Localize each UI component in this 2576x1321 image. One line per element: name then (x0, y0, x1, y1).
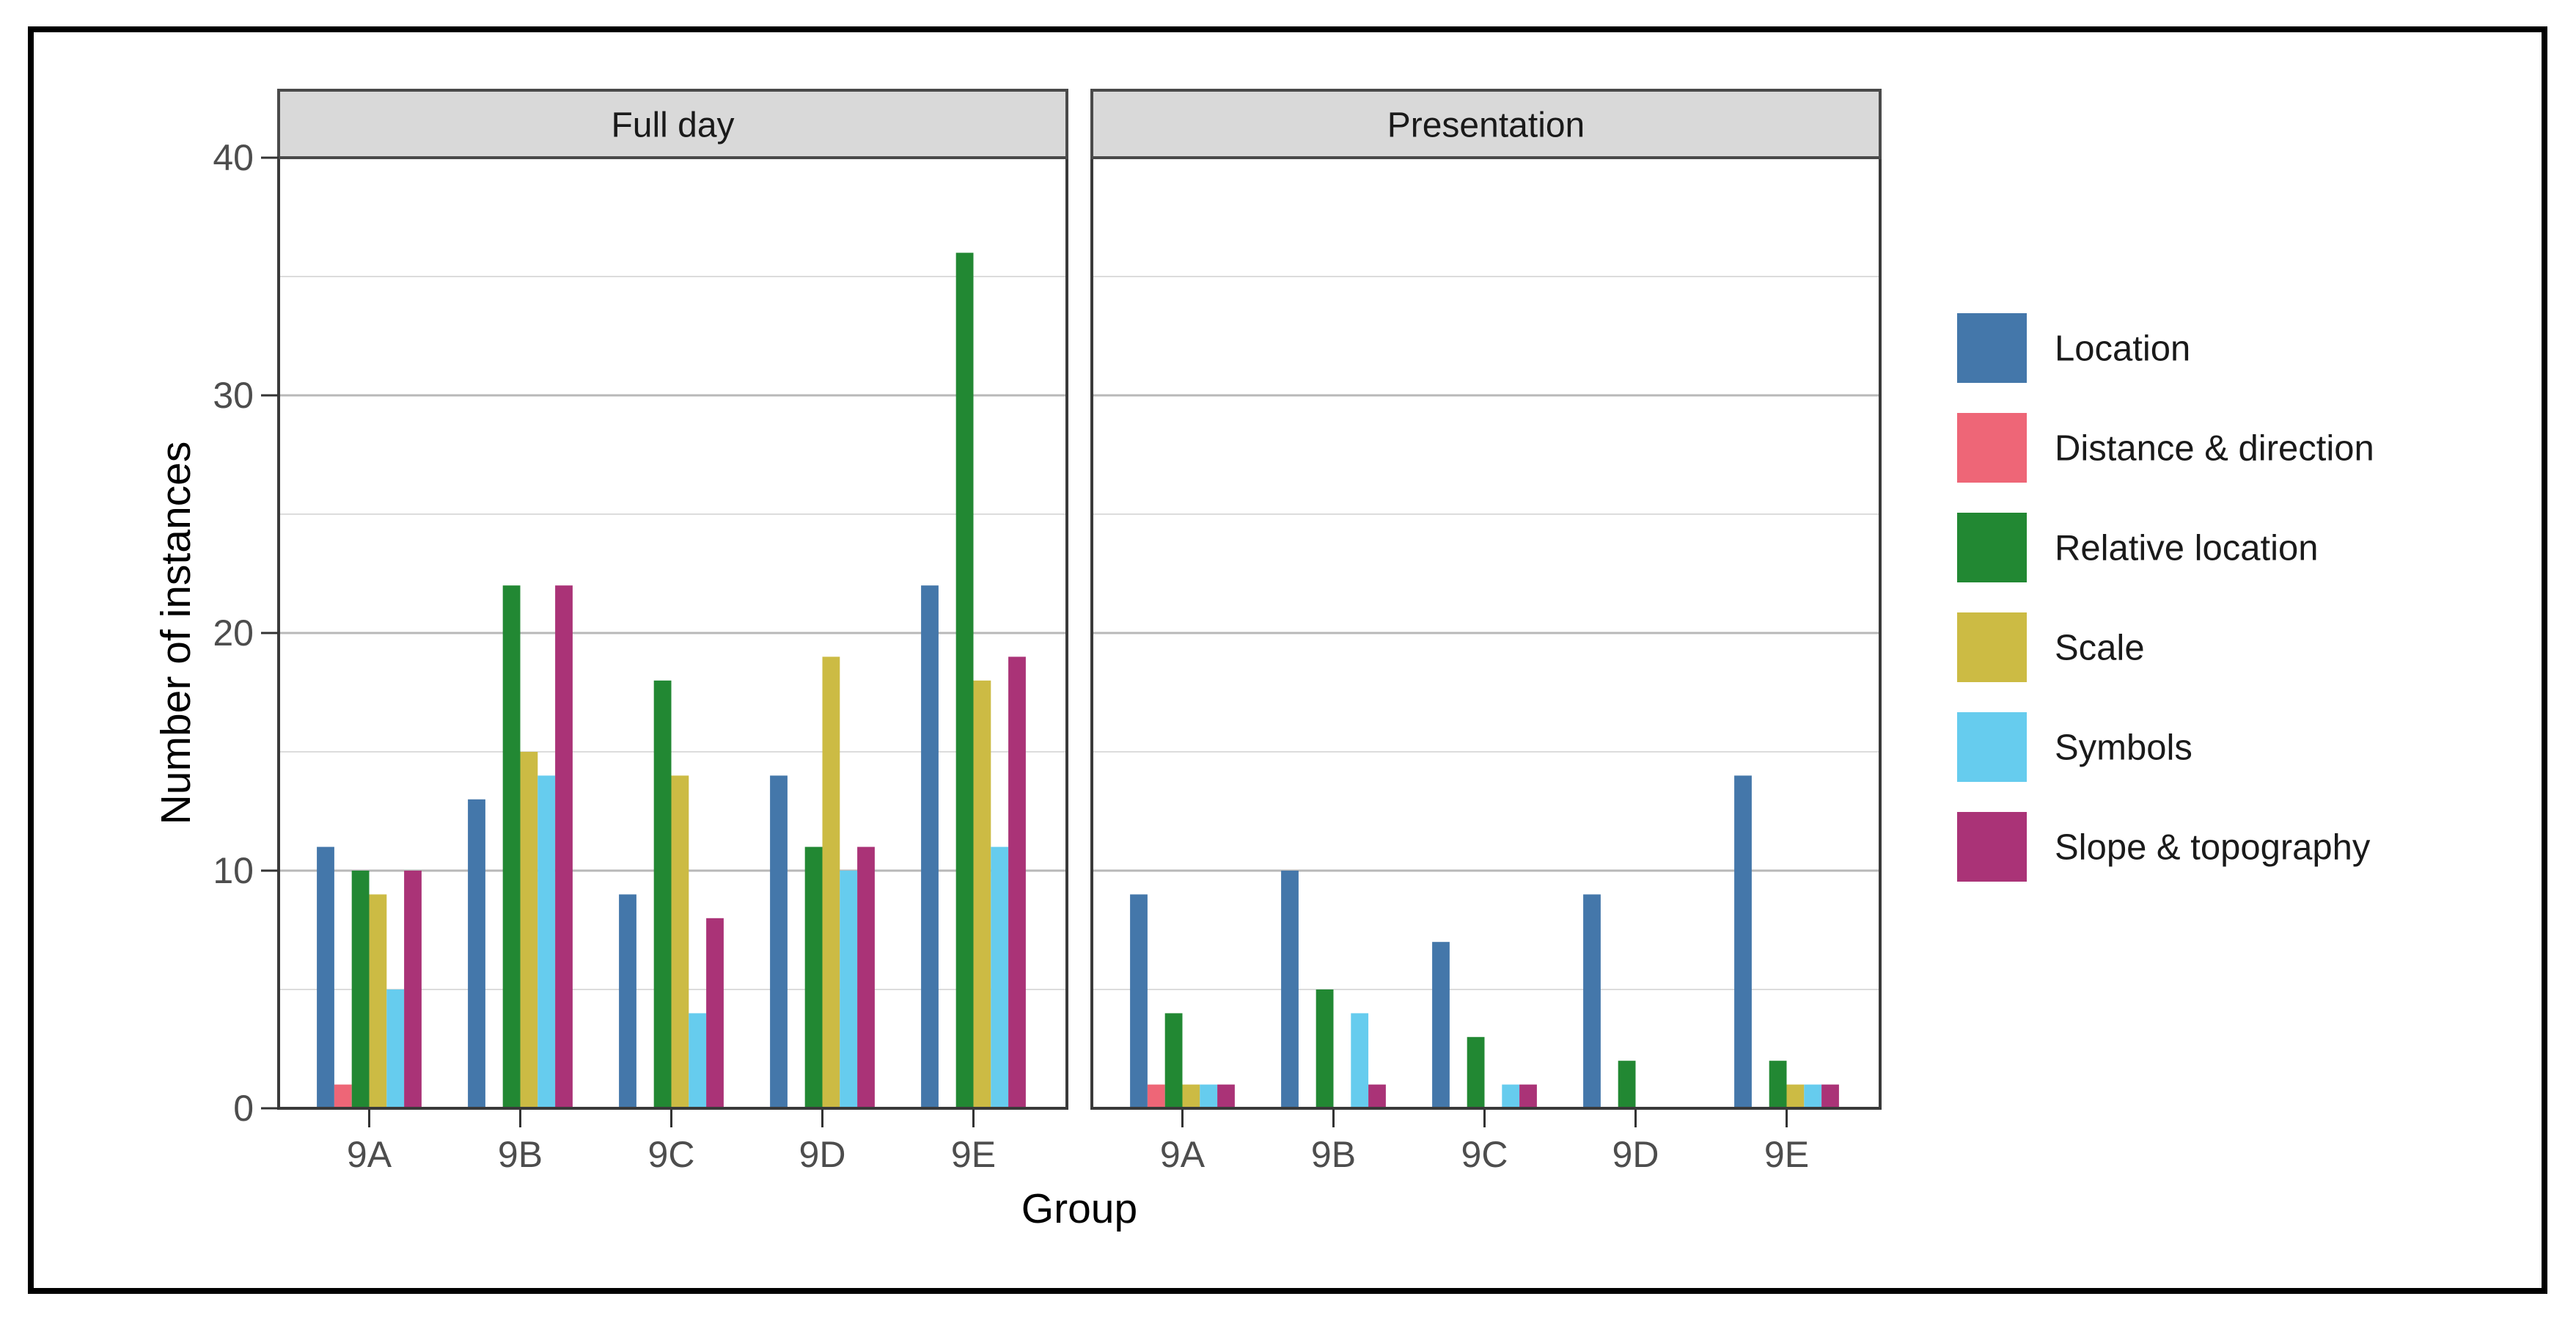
bar (857, 846, 875, 1108)
bar (1786, 1084, 1805, 1108)
bar (1351, 1013, 1369, 1108)
bar (404, 871, 422, 1108)
legend-label: Scale (2055, 629, 2145, 668)
bar (1432, 942, 1450, 1108)
y-tick-label: 0 (233, 1088, 254, 1129)
bar (1618, 1061, 1636, 1108)
bar (840, 871, 858, 1108)
bar (1281, 871, 1299, 1108)
bar (1217, 1084, 1235, 1108)
bar (804, 846, 823, 1108)
facet-title: Presentation (1387, 106, 1585, 145)
legend-swatch (1957, 612, 2027, 682)
legend-swatch (1957, 712, 2027, 782)
facet-strip (277, 89, 1068, 159)
bar (706, 918, 724, 1108)
bar (1519, 1084, 1537, 1108)
legend-swatch (1957, 313, 2027, 383)
bar (1164, 1013, 1183, 1108)
bar (1769, 1061, 1787, 1108)
legend-label: Slope & topography (2055, 828, 2371, 868)
bar (351, 871, 370, 1108)
x-tick-label: 9D (799, 1134, 846, 1175)
bar (921, 585, 939, 1108)
bar (689, 1013, 707, 1108)
legend-swatch (1957, 513, 2027, 582)
bar (1734, 775, 1752, 1108)
x-tick-label: 9A (347, 1134, 392, 1175)
bar (770, 775, 788, 1108)
legend-label: Location (2055, 329, 2190, 369)
bar (955, 252, 974, 1109)
bar (555, 585, 573, 1108)
bar (1147, 1084, 1165, 1108)
x-tick-label: 9B (1311, 1134, 1356, 1175)
y-axis-title: Number of instances (153, 442, 199, 825)
x-axis-title: Group (1021, 1185, 1137, 1232)
facet-title: Full day (611, 106, 734, 145)
x-tick-label: 9E (951, 1134, 996, 1175)
legend-label: Relative location (2055, 529, 2319, 568)
bar (369, 894, 387, 1108)
bar (537, 775, 556, 1108)
bar (520, 752, 538, 1108)
bar (1200, 1084, 1218, 1108)
bar (1130, 894, 1148, 1108)
x-tick-label: 9E (1764, 1134, 1809, 1175)
bar (1182, 1084, 1200, 1108)
bar (334, 1084, 352, 1108)
x-tick-label: 9C (1461, 1134, 1508, 1175)
x-tick-label: 9A (1160, 1134, 1206, 1175)
bar (653, 680, 672, 1108)
bar (1583, 894, 1601, 1108)
y-tick-label: 10 (213, 850, 254, 891)
facet-strip (1090, 89, 1882, 159)
bar (991, 846, 1009, 1108)
bar (619, 894, 636, 1108)
bar (502, 585, 521, 1108)
bar (1821, 1084, 1839, 1108)
bar (822, 656, 840, 1108)
bar (386, 989, 405, 1108)
x-tick-label: 9C (648, 1134, 695, 1175)
legend-label: Symbols (2055, 728, 2192, 768)
x-tick-label: 9D (1612, 1134, 1659, 1175)
bar (1368, 1084, 1386, 1108)
x-tick-label: 9B (498, 1134, 543, 1175)
y-tick-label: 30 (213, 375, 254, 416)
y-tick-label: 40 (213, 137, 254, 178)
outer-border (28, 26, 2547, 1294)
bar (1804, 1084, 1822, 1108)
bar (317, 846, 334, 1108)
bar (468, 799, 485, 1108)
y-tick-label: 20 (213, 612, 254, 654)
legend-swatch (1957, 812, 2027, 882)
legend-label: Distance & direction (2055, 429, 2374, 469)
bar (1467, 1036, 1485, 1108)
bar (973, 680, 991, 1108)
bar (1502, 1084, 1520, 1108)
bar (1315, 989, 1334, 1108)
bar (1008, 656, 1026, 1108)
bar (671, 775, 689, 1108)
legend-swatch (1957, 413, 2027, 483)
